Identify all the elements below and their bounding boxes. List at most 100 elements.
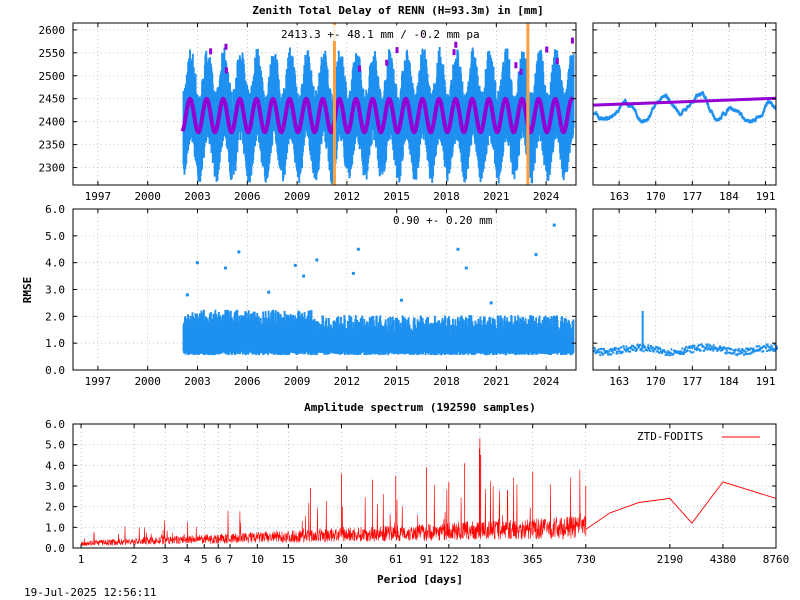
x-tick-label: 2024 — [533, 190, 560, 203]
ztd-outlier — [224, 43, 228, 50]
rmse-zoom-series — [593, 310, 778, 357]
ztd-zoom-point — [647, 117, 650, 120]
rmse-zoom-point — [734, 348, 737, 351]
ztd-zoom-point — [718, 118, 721, 121]
rmse-zoom-point — [759, 347, 762, 350]
rmse-zoom-point — [746, 347, 749, 350]
x-tick-label: 163 — [609, 375, 629, 388]
rmse-zoom-point — [646, 349, 649, 352]
rmse-zoom-point — [766, 343, 769, 346]
spectrum-long-period — [585, 481, 777, 530]
rmse-zoom-point — [679, 350, 682, 353]
x-tick-label: 2003 — [184, 190, 211, 203]
rmse-zoom-point — [768, 346, 771, 349]
ztd-zoom-point — [677, 109, 680, 113]
ztd-zoom-series — [593, 91, 776, 124]
rmse-zoom-point — [752, 347, 755, 350]
rmse-zoom-point — [705, 345, 708, 348]
rmse-zoom-point — [614, 347, 617, 350]
ztd-zoom-point — [743, 117, 746, 121]
rmse-zoom-point — [682, 352, 685, 355]
rmse-zoom-point — [727, 347, 730, 350]
x-tick-label: 7 — [227, 553, 234, 566]
x-tick-label: 2006 — [234, 190, 261, 203]
rmse-zoom-point — [698, 344, 701, 347]
rmse-zoom-point — [697, 348, 700, 351]
ztd-zoom-point — [720, 116, 723, 120]
rmse-zoom-point — [742, 349, 745, 352]
rmse-zoom-point — [609, 353, 612, 356]
rmse-zoom-point — [610, 353, 613, 356]
rmse-outlier — [267, 290, 271, 294]
y-tick-label: 2.0 — [45, 310, 65, 323]
rmse-zoom-point — [744, 353, 747, 356]
x-tick-label: 191 — [756, 190, 776, 203]
rmse-zoom-point — [695, 346, 698, 349]
rmse-zoom-point — [696, 349, 699, 352]
rmse-zoom-point — [747, 352, 750, 355]
rmse-zoom-point — [634, 346, 637, 349]
rmse-zoom-point — [712, 349, 715, 352]
ztd-outlier — [514, 62, 518, 69]
rmse-zoom-point — [710, 348, 713, 351]
rmse-zoom-point — [755, 349, 758, 352]
rmse-zoom-point — [740, 347, 743, 350]
rmse-zoom-point — [634, 350, 637, 353]
ztd-outlier — [545, 46, 549, 53]
rmse-zoom-point — [626, 349, 629, 352]
rmse-zoom-point — [708, 345, 711, 348]
rmse-zoom-point — [751, 347, 754, 350]
rmse-zoom-point — [773, 343, 776, 346]
rmse-zoom-point — [698, 348, 701, 351]
ztd-zoom-point — [762, 111, 765, 114]
rmse-zoom-point — [737, 352, 740, 355]
ztd-zoom-point — [675, 108, 679, 111]
rmse-outlier — [534, 253, 538, 257]
rmse-zoom-point — [599, 353, 602, 356]
rmse-zoom-point — [628, 346, 631, 349]
rmse-zoom-point — [639, 343, 642, 346]
rmse-zoom-point — [750, 351, 753, 354]
ztd-zoom-model-line — [593, 96, 776, 107]
rmse-zoom-point — [593, 350, 595, 353]
ztd-zoom-point — [613, 113, 617, 116]
rmse-zoom-point — [675, 350, 678, 353]
x-tick-label: 2018 — [433, 375, 460, 388]
rmse-series — [182, 223, 575, 356]
rmse-zoom-point — [739, 350, 742, 353]
ztd-zoom-point — [751, 120, 754, 123]
ztd-zoom-point — [618, 107, 621, 111]
rmse-zoom-point — [747, 347, 750, 350]
rmse-zoom-point — [717, 347, 720, 350]
rmse-zoom-point — [713, 348, 716, 351]
ztd-zoom-point — [595, 111, 598, 114]
ztd-series — [180, 23, 575, 185]
x-tick-label: 170 — [646, 375, 666, 388]
rmse-zoom-point — [598, 348, 601, 351]
rmse-zoom-point — [610, 350, 613, 353]
y-tick-label: 1.0 — [45, 521, 65, 534]
rmse-zoom-point — [602, 352, 605, 355]
rmse-zoom-point — [666, 352, 669, 355]
ztd-outlier — [395, 47, 399, 54]
rmse-zoom-point — [691, 344, 694, 347]
ztd-zoom-point — [704, 96, 707, 100]
x-tick-label: 2015 — [383, 190, 410, 203]
x-tick-label: 2003 — [184, 375, 211, 388]
x-tick-label: 10 — [251, 553, 264, 566]
rmse-zoom-point — [615, 352, 618, 355]
rmse-outlier — [552, 223, 556, 227]
rmse-zoom-point — [702, 345, 705, 348]
rmse-zoom-point — [648, 346, 651, 349]
rmse-zoom-point — [683, 347, 686, 350]
rmse-zoom-point — [632, 345, 635, 348]
rmse-zoom-point — [643, 344, 646, 347]
rmse-zoom-point — [657, 350, 660, 353]
ztd-zoom-point — [694, 97, 697, 100]
rmse-zoom-point — [770, 348, 773, 351]
rmse-zoom-point — [752, 350, 755, 353]
rmse-zoom-point — [600, 352, 603, 355]
rmse-zoom-point — [749, 352, 752, 355]
y-tick-label: 2350 — [39, 139, 66, 152]
y-tick-label: 5.0 — [45, 230, 65, 243]
